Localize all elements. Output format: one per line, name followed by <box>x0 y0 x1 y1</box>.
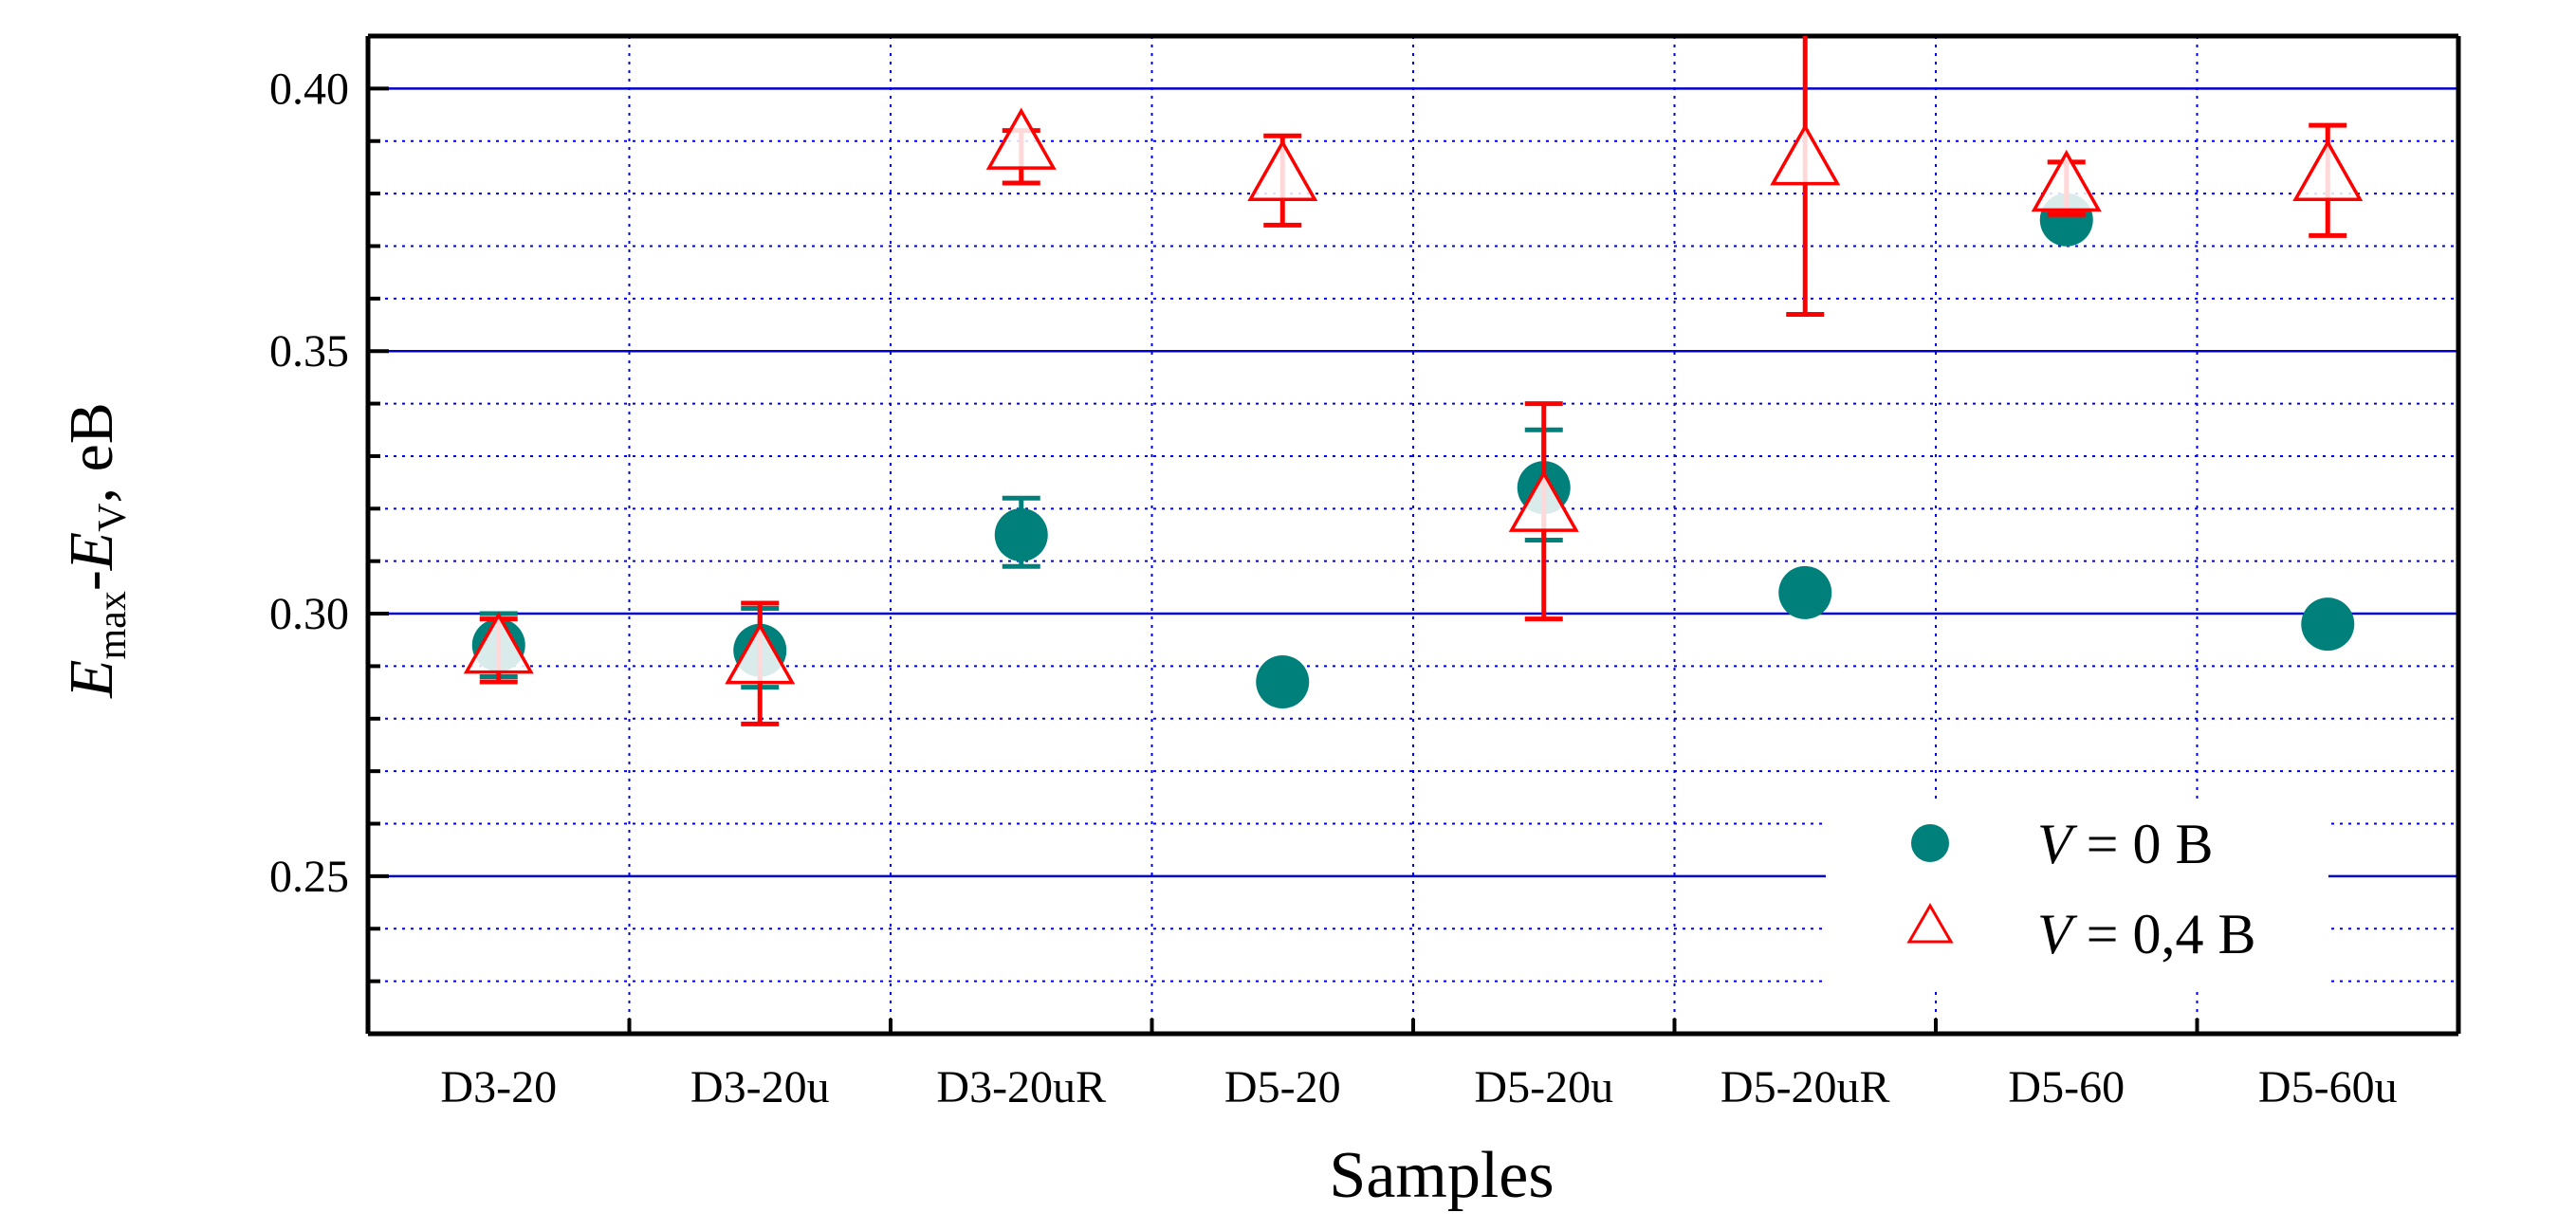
legend-marker-v04 <box>1906 903 1954 944</box>
data-point <box>725 622 796 685</box>
x-tick-label: D3-20u <box>690 1062 830 1112</box>
x-tick-label: D3-20uR <box>936 1062 1106 1112</box>
y-tick-label: 0.25 <box>269 852 349 902</box>
y-tick-label: 0.40 <box>269 64 349 114</box>
series-v0 <box>471 193 2355 709</box>
y-tick-label: 0.30 <box>269 589 349 639</box>
legend-marker-v0 <box>1911 824 1949 862</box>
axes: 0.25 0.30 0.35 0.40 D3-20 D3-20u D3-20uR D5-20 D… <box>269 33 2461 1112</box>
x-tick-label: D5-20 <box>1224 1062 1341 1112</box>
data-point <box>985 107 1057 170</box>
data-point <box>2292 138 2364 202</box>
legend-label-v0: V = 0 B <box>2037 813 2214 875</box>
legend-box <box>1826 801 2328 986</box>
data-point <box>1778 565 1832 619</box>
data-point <box>463 612 534 674</box>
data-point <box>2301 597 2355 652</box>
data-point <box>994 508 1048 561</box>
data-point <box>1247 138 1318 202</box>
series-v04 <box>463 36 2364 726</box>
x-axis-title: Samples <box>1329 1139 1554 1212</box>
x-tick-label: D5-20u <box>1474 1062 1613 1112</box>
legend: V = 0 B V = 0,4 B <box>1826 801 2328 986</box>
data-series <box>463 36 2364 726</box>
data-point <box>1508 469 1579 532</box>
x-tick-label: D5-60 <box>2008 1062 2125 1112</box>
data-point <box>2031 149 2102 212</box>
y-axis-title: Emax-EV, eB <box>57 402 135 699</box>
x-tick-label: D3-20 <box>440 1062 557 1112</box>
data-point <box>1256 655 1310 709</box>
data-point <box>1770 123 1841 186</box>
legend-label-v04: V = 0,4 B <box>2037 903 2256 965</box>
x-tick-label: D5-60u <box>2258 1062 2398 1112</box>
y-tick-label: 0.35 <box>269 326 349 377</box>
x-tick-label: D5-20uR <box>1720 1062 1890 1112</box>
